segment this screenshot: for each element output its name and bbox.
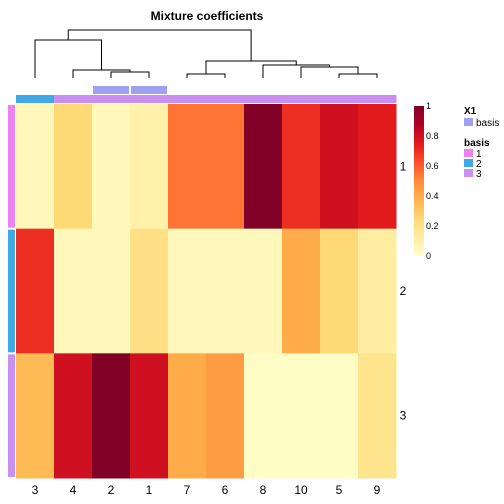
heatmap-cell	[16, 353, 55, 479]
heatmap-cell	[168, 104, 207, 230]
column-label: 5	[336, 483, 343, 497]
column-annotation-basis	[168, 95, 207, 103]
heatmap-cell	[92, 104, 131, 230]
dendrogram-branch	[110, 71, 150, 78]
row-annotation-basis	[8, 105, 15, 228]
heatmap-cell	[168, 228, 207, 354]
heatmap-cell	[206, 353, 245, 479]
column-label: 6	[222, 483, 229, 497]
column-label: 4	[70, 483, 77, 497]
column-label: 2	[108, 483, 115, 497]
row-label: 2	[400, 284, 407, 298]
legend-label: 2	[476, 159, 482, 170]
color-scale-tick-label: 0.8	[426, 131, 439, 141]
column-dendrogram	[34, 29, 378, 78]
row-annotations	[8, 105, 15, 477]
chart-title: Mixture coefficients	[151, 9, 264, 23]
heatmap-cell	[92, 228, 131, 354]
legend-title-x1: X1	[464, 106, 477, 117]
heatmap-cell	[16, 228, 55, 354]
color-scale-tick-label: 0.2	[426, 221, 439, 231]
column-annotation-basis	[54, 95, 93, 103]
color-scale-tick-label: 1	[426, 101, 431, 111]
column-label: 8	[260, 483, 267, 497]
color-scale-bar	[414, 106, 424, 256]
row-label: 1	[400, 159, 407, 173]
color-scale: 0 0.2 0.4 0.6 0.8 1	[414, 101, 439, 261]
column-label: 10	[294, 483, 308, 497]
legend-swatch	[464, 118, 473, 126]
legend-label: basis	[476, 118, 499, 129]
heatmap-cell	[54, 353, 93, 479]
heatmap-cell	[358, 228, 397, 354]
heatmap-cell	[130, 104, 169, 230]
heatmap-cell	[282, 104, 321, 230]
row-annotation-basis	[8, 354, 15, 477]
column-label: 9	[374, 483, 381, 497]
heatmap-cell	[282, 228, 321, 354]
dendrogram-branch	[67, 29, 252, 61]
column-annotation-basis	[244, 95, 283, 103]
column-label: 3	[32, 483, 39, 497]
column-label: 7	[184, 483, 191, 497]
column-annotation-x1	[131, 86, 167, 94]
heatmap-cell	[206, 228, 245, 354]
row-annotation-basis	[8, 229, 15, 353]
heatmap-cell	[320, 353, 359, 479]
column-annotation-basis	[92, 95, 131, 103]
heatmap-cell	[320, 104, 359, 230]
legend-label: 1	[476, 149, 482, 160]
dendrogram-branch	[205, 60, 297, 74]
legend-swatch	[464, 149, 473, 157]
dendrogram-branch	[186, 73, 226, 78]
dendrogram-branch	[72, 69, 131, 78]
heatmap-cell	[320, 228, 359, 354]
heatmap-cell	[54, 228, 93, 354]
column-annotation-basis	[282, 95, 321, 103]
heatmap-cell	[244, 228, 283, 354]
legend-title-basis: basis	[464, 138, 490, 149]
heatmap-cells	[16, 104, 397, 479]
dendrogram-branch	[34, 39, 102, 78]
heatmap-cell	[130, 353, 169, 479]
row-labels: 1 2 3	[400, 159, 407, 422]
heatmap-cell	[16, 104, 55, 230]
column-annotation-basis	[358, 95, 397, 103]
column-annotation-basis	[206, 95, 245, 103]
heatmap-cell	[358, 104, 397, 230]
row-label: 3	[400, 409, 407, 423]
column-annotation-basis	[130, 95, 169, 103]
column-label: 1	[146, 483, 153, 497]
heatmap-cell	[244, 104, 283, 230]
heatmap-cell	[92, 353, 131, 479]
heatmap-cell	[54, 104, 93, 230]
column-labels: 3 4 2 1 7 6 8 10 5 9	[32, 483, 381, 497]
column-annotations	[16, 86, 397, 103]
heatmap-cell	[206, 104, 245, 230]
heatmap-cell	[130, 228, 169, 354]
dendrogram-branch	[300, 66, 359, 78]
color-scale-tick-label: 0	[426, 251, 431, 261]
heatmap-cell	[358, 353, 397, 479]
column-annotation-x1	[93, 86, 129, 94]
dendrogram-branch	[338, 73, 378, 78]
legend-label: 3	[476, 169, 482, 180]
color-scale-tick-label: 0.6	[426, 161, 439, 171]
heatmap-cell	[282, 353, 321, 479]
column-annotation-basis	[16, 95, 55, 103]
heatmap-cell	[244, 353, 283, 479]
column-annotation-basis	[320, 95, 359, 103]
color-scale-tick-label: 0.4	[426, 191, 439, 201]
legend-swatch	[464, 169, 473, 177]
heatmap-cell	[168, 353, 207, 479]
legend-swatch	[464, 159, 473, 167]
